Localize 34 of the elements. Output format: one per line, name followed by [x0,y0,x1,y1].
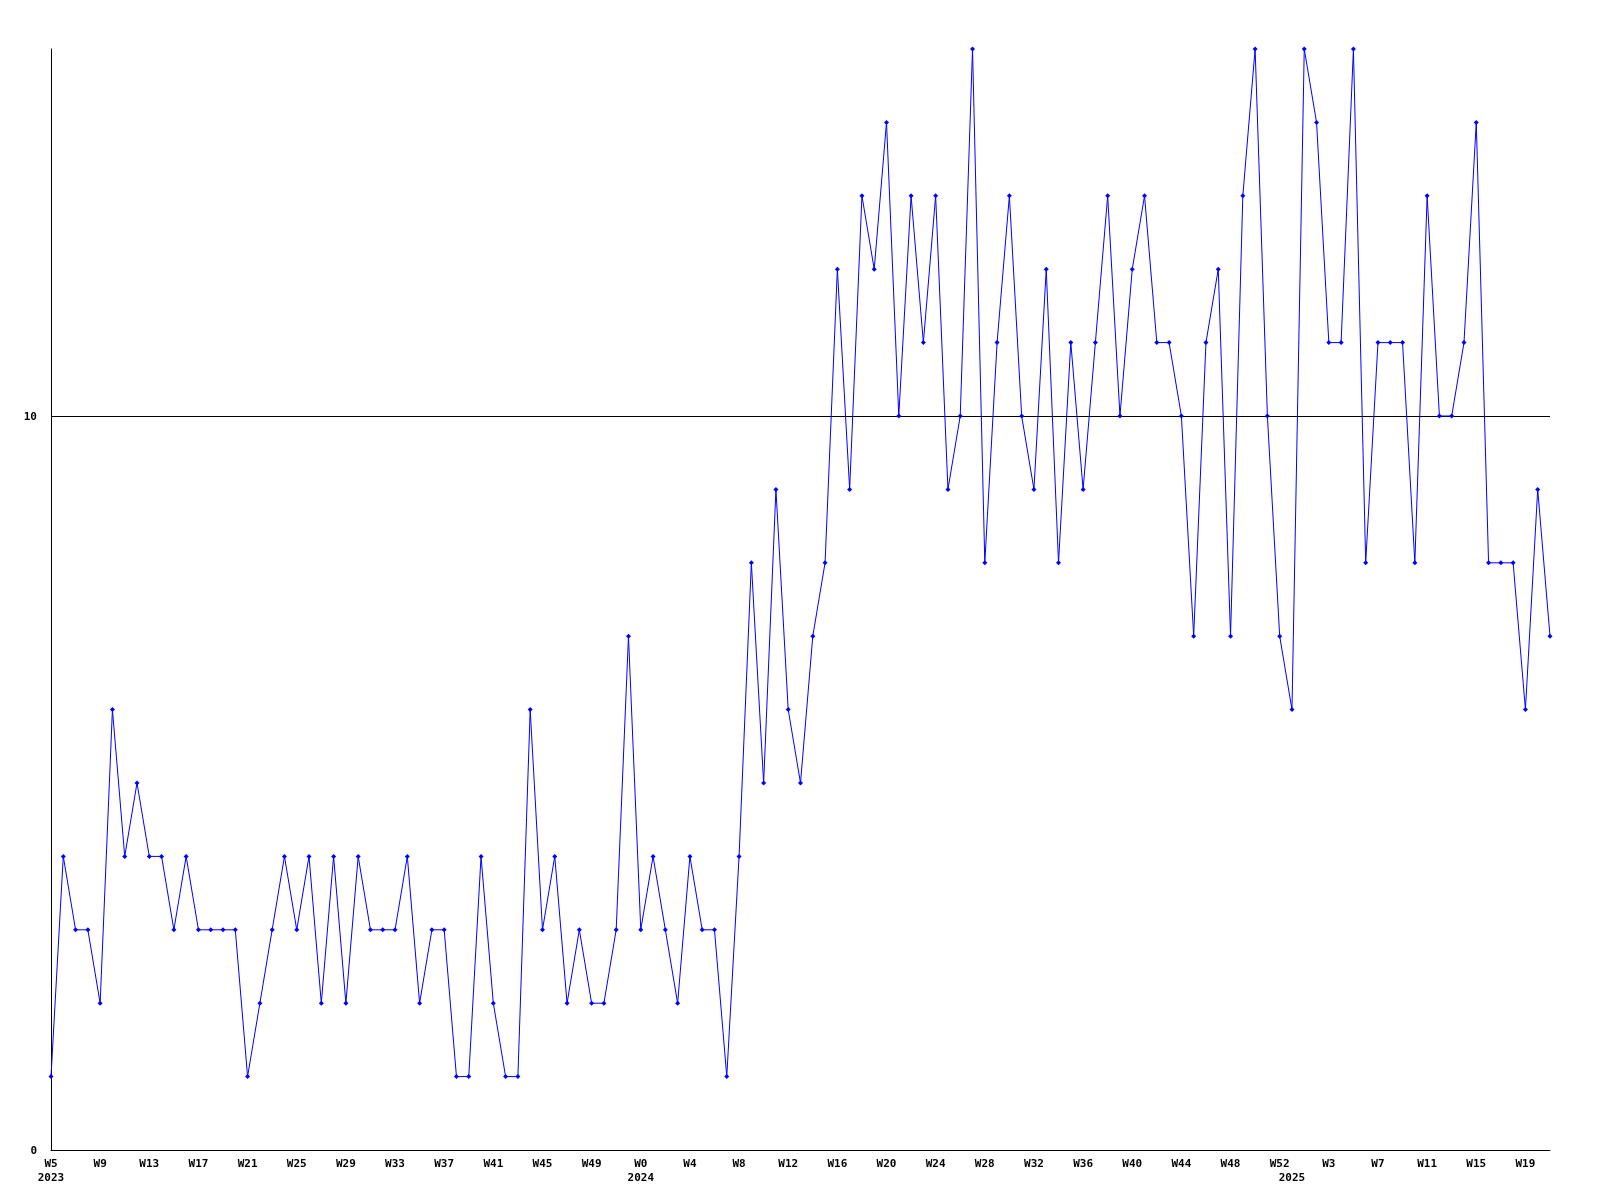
x-tick-label: W41 [483,1156,504,1170]
x-tick-label: W4 [683,1156,697,1170]
x-tick-label: W13 [139,1156,160,1170]
x-tick-label: W11 [1417,1156,1438,1170]
x-tick-label: W7 [1371,1156,1385,1170]
x-tick-label: W5 2023 [37,1156,65,1184]
x-tick-label: W48 [1220,1156,1241,1170]
x-tick-label: W32 [1024,1156,1044,1170]
x-tick-label: W19 [1515,1156,1536,1170]
x-tick-label: W3 [1322,1156,1336,1170]
x-tick-label: W12 [778,1156,799,1170]
x-tick-label: W28 [974,1156,995,1170]
x-tick-label: W52 [1269,1156,1290,1170]
x-tick-label: W44 [1171,1156,1192,1170]
x-tick-label: 2025 [1278,1170,1306,1184]
x-tick-label: W16 [827,1156,848,1170]
x-tick-label: W15 [1466,1156,1487,1170]
x-tick-label: W8 [732,1156,746,1170]
x-tick-label: W20 [876,1156,897,1170]
x-tick-label: W17 [188,1156,209,1170]
x-tick-label: W45 [532,1156,553,1170]
x-tick-label: W33 [385,1156,405,1170]
y-tick-label: 0 [30,1143,37,1157]
x-tick-label: W9 [93,1156,107,1170]
x-tick-label: W24 [925,1156,946,1170]
x-tick-label: W0 2024 [627,1156,655,1184]
x-tick-label: W21 [237,1156,258,1170]
y-tick-label: 10 [23,409,37,423]
x-tick-label: W49 [581,1156,602,1170]
x-tick-label: W40 [1122,1156,1143,1170]
x-tick-label: W25 [286,1156,307,1170]
x-tick-label: W29 [335,1156,356,1170]
x-tick-label: W36 [1073,1156,1094,1170]
x-tick-label: W37 [434,1156,455,1170]
